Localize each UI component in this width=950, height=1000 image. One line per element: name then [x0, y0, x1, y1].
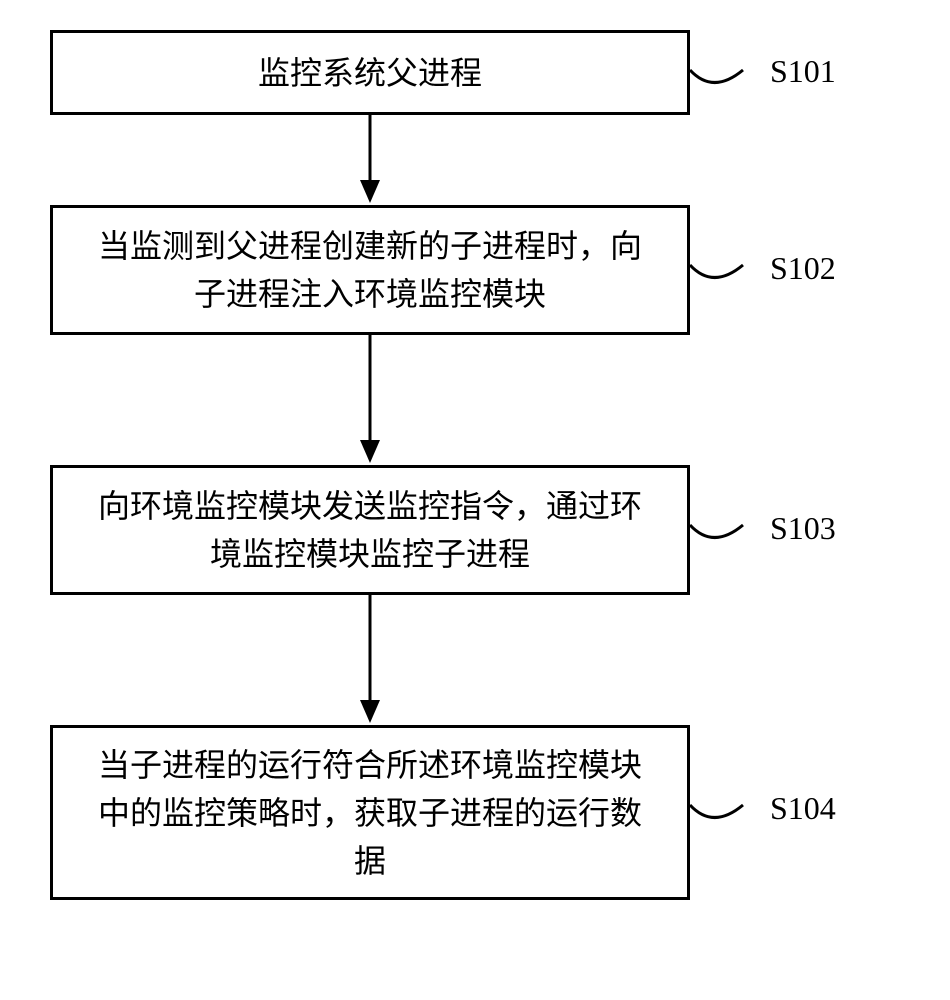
flow-step-3-text: 向环境监控模块发送监控指令，通过环境监控模块监控子进程 [83, 482, 657, 578]
step-label-3: S103 [770, 510, 836, 547]
arrow-2 [350, 335, 390, 465]
arrow-2-container [50, 335, 690, 465]
flowchart-diagram: 监控系统父进程 S101 当监测到父进程创建新的子进程时，向子进程注入环境监控模… [50, 30, 900, 900]
flow-step-2-text: 当监测到父进程创建新的子进程时，向子进程注入环境监控模块 [83, 222, 657, 318]
step-label-4: S104 [770, 790, 836, 827]
flow-step-2: 当监测到父进程创建新的子进程时，向子进程注入环境监控模块 [50, 205, 690, 335]
flow-step-4-text: 当子进程的运行符合所述环境监控模块中的监控策略时，获取子进程的运行数据 [83, 741, 657, 885]
flow-step-1: 监控系统父进程 [50, 30, 690, 115]
arrow-1 [350, 115, 390, 205]
arrow-3 [350, 595, 390, 725]
connector-curve-2 [688, 255, 768, 295]
step-label-1: S101 [770, 53, 836, 90]
arrow-1-container [50, 115, 690, 205]
flow-step-4: 当子进程的运行符合所述环境监控模块中的监控策略时，获取子进程的运行数据 [50, 725, 690, 900]
arrow-3-container [50, 595, 690, 725]
connector-curve-3 [688, 515, 768, 555]
flow-step-3: 向环境监控模块发送监控指令，通过环境监控模块监控子进程 [50, 465, 690, 595]
connector-curve-4 [688, 795, 768, 835]
step-label-2: S102 [770, 250, 836, 287]
connector-curve-1 [688, 60, 768, 100]
flow-step-1-text: 监控系统父进程 [258, 49, 482, 97]
